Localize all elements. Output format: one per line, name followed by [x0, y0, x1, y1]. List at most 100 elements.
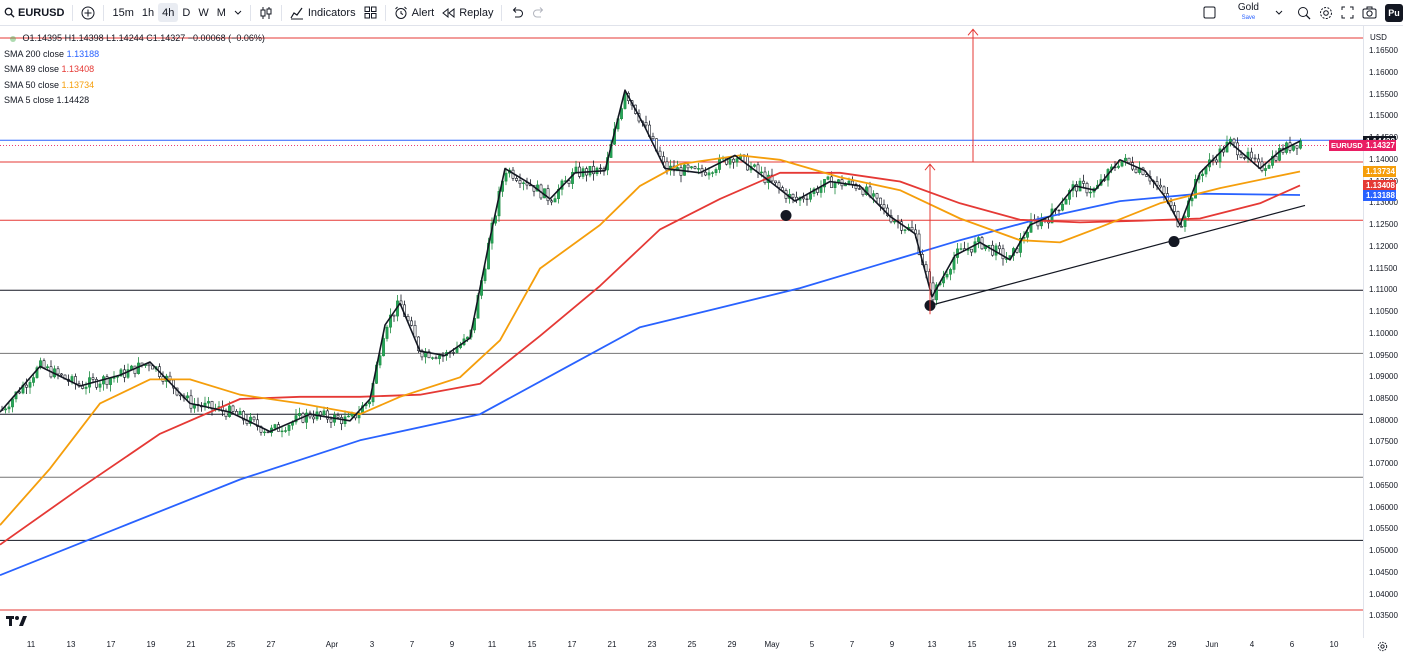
- axis-settings-button[interactable]: [1377, 639, 1388, 652]
- indicators-icon: [290, 6, 304, 20]
- indicators-button[interactable]: Indicators: [286, 0, 360, 25]
- price-chart[interactable]: [0, 26, 1363, 638]
- interval-4h[interactable]: 4h: [158, 3, 179, 22]
- templates-button[interactable]: [360, 0, 381, 25]
- indicators-label: Indicators: [307, 6, 356, 19]
- price-tick-label: 1.14000: [1369, 154, 1398, 164]
- candle-body: [329, 418, 333, 423]
- price-tick-label: 1.13000: [1369, 198, 1398, 208]
- layout-menu-button[interactable]: [1271, 0, 1287, 25]
- candle-body: [7, 406, 11, 410]
- candle-body: [357, 412, 361, 419]
- compare-symbol-button[interactable]: [77, 0, 99, 25]
- candle-body: [644, 122, 648, 126]
- interval-dropdown[interactable]: [230, 0, 246, 25]
- ohlc-close: 1.14327: [152, 33, 186, 43]
- interval-w[interactable]: W: [194, 0, 212, 25]
- candle-body: [1173, 205, 1176, 212]
- alert-button[interactable]: Alert: [390, 0, 439, 25]
- replay-label: Replay: [459, 6, 494, 19]
- candle-body: [326, 410, 329, 420]
- layout-toggle-button[interactable]: [1199, 0, 1220, 25]
- layout-name-button[interactable]: Gold Save: [1234, 0, 1263, 25]
- time-tick-label: 29: [727, 640, 737, 649]
- tradingview-logo[interactable]: [6, 614, 28, 632]
- chart-type-button[interactable]: [255, 0, 277, 25]
- time-tick-label: 29: [1167, 640, 1177, 649]
- legend-sma-200[interactable]: SMA 200 close 1.13188: [4, 47, 265, 63]
- ohlc-high-label: H: [64, 33, 72, 43]
- candle-body: [1215, 159, 1218, 163]
- snapshot-button[interactable]: [1358, 0, 1381, 25]
- candle-body: [434, 357, 438, 359]
- candle-body: [882, 204, 886, 209]
- avatar: Pu: [1385, 3, 1403, 22]
- symbol-search[interactable]: EURUSD: [0, 0, 68, 25]
- candle-body: [60, 373, 63, 376]
- sma-line-89: [0, 171, 1301, 546]
- interval-d[interactable]: D: [178, 0, 194, 25]
- interval-1h[interactable]: 1h: [138, 0, 158, 25]
- candle-body: [1089, 191, 1092, 194]
- toolbar-divider: [103, 4, 105, 21]
- time-tick-label: 19: [146, 640, 156, 649]
- settings-button[interactable]: [1315, 0, 1337, 25]
- candle-body: [410, 320, 413, 326]
- candle-body: [431, 357, 434, 359]
- candle-body: [1162, 186, 1166, 194]
- candle-body: [452, 352, 455, 354]
- projection-arrow-head: [924, 163, 936, 171]
- undo-button[interactable]: [506, 0, 528, 25]
- candle-body: [1239, 154, 1243, 158]
- candle-body: [438, 355, 441, 359]
- candle-body: [620, 108, 623, 120]
- candle-body: [693, 166, 697, 169]
- legend-sma-50[interactable]: SMA 50 close 1.13734: [4, 78, 265, 94]
- candle-body: [1001, 248, 1005, 260]
- candle-body: [238, 411, 242, 416]
- alarm-clock-icon: [394, 6, 408, 20]
- candle-body: [4, 408, 7, 411]
- quick-search-button[interactable]: [1293, 0, 1315, 25]
- symbol-price-label: EURUSD: [1329, 140, 1365, 152]
- time-tick-label: 27: [266, 640, 276, 649]
- candle-body: [1274, 155, 1278, 161]
- price-tick-label: 1.04000: [1369, 589, 1398, 599]
- legend-sma-89[interactable]: SMA 89 close 1.13408: [4, 62, 265, 78]
- ohlc-row: O1.14395 H1.14398 L1.14244 C1.14327 −0.0…: [4, 31, 265, 47]
- interval-15m[interactable]: 15m: [108, 0, 137, 25]
- candle-body: [679, 167, 683, 176]
- search-chart-icon: [1297, 6, 1311, 20]
- replay-button[interactable]: Replay: [438, 0, 497, 25]
- price-tick-label: 1.15000: [1369, 111, 1398, 121]
- ohlc-low: 1.14244: [111, 33, 144, 43]
- gear-icon: [1377, 641, 1388, 652]
- profile-button[interactable]: Pu: [1381, 0, 1403, 25]
- time-tick-label: 15: [527, 640, 537, 649]
- time-axis[interactable]: 11 13 17 19 21 25 27 Apr 3 7 9 11 15 17 21 23 25 29 May 5 7 9…: [0, 638, 1363, 652]
- time-tick-label: 17: [567, 640, 577, 649]
- price-tick-label: 1.08500: [1369, 394, 1398, 403]
- price-axis[interactable]: USD 1.165001.160001.155001.150001.145001…: [1363, 26, 1403, 638]
- candle-body: [1169, 201, 1173, 206]
- candle-body: [592, 165, 595, 175]
- legend-label: SMA 50 close: [4, 79, 60, 90]
- candle-body: [287, 424, 291, 431]
- candle-body: [1061, 203, 1064, 211]
- candle-body: [504, 172, 508, 182]
- ohlc-open-label: O: [22, 33, 30, 43]
- time-tick-label: 11: [487, 640, 497, 649]
- interval-m[interactable]: M: [213, 0, 230, 25]
- legend-sma-5[interactable]: SMA 5 close 1.14428: [4, 93, 265, 109]
- legend-label: SMA 200 close: [4, 48, 65, 59]
- candle-body: [427, 351, 431, 359]
- candle-body: [889, 215, 893, 223]
- candle-body: [854, 183, 858, 189]
- candle-body: [903, 229, 907, 231]
- candle-body: [599, 167, 602, 170]
- interval-label: 4h: [162, 6, 175, 19]
- candle-body: [1250, 151, 1253, 159]
- fullscreen-button[interactable]: [1337, 0, 1358, 25]
- sma-line-200: [0, 192, 1301, 577]
- redo-button[interactable]: [528, 0, 550, 25]
